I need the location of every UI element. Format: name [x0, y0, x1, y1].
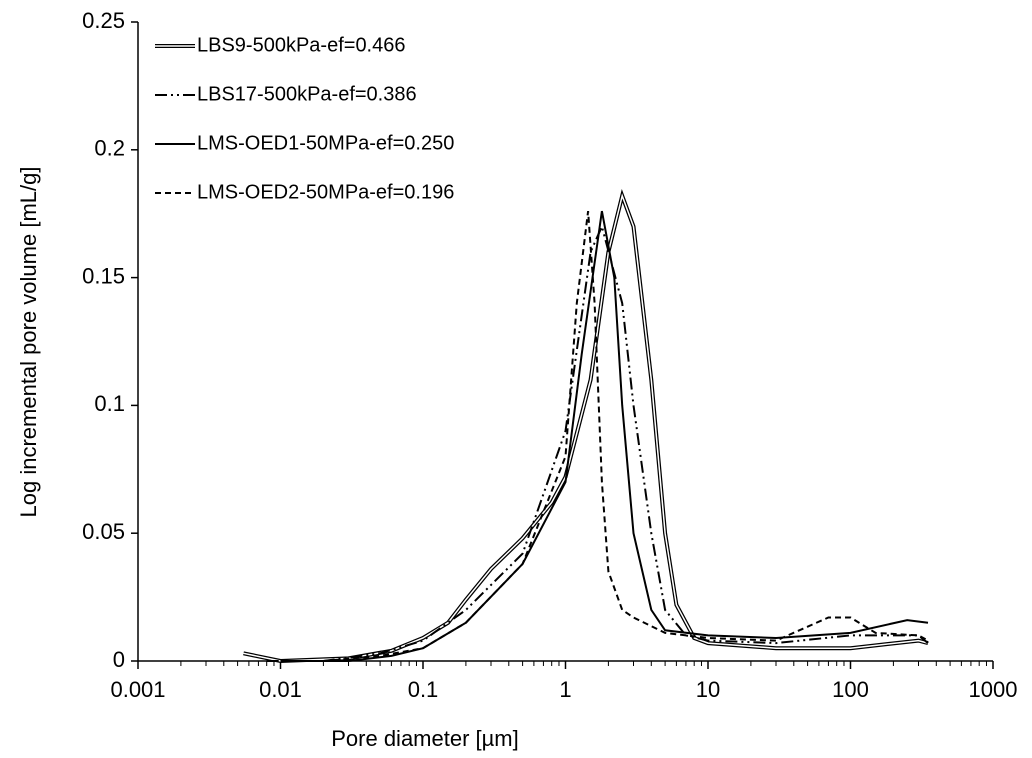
line	[323, 210, 929, 662]
y-axis-label: Log incremental pore volume [mL/g]	[16, 167, 41, 518]
y-tick-label: 0	[113, 647, 125, 672]
x-tick-label: 1000	[969, 677, 1018, 702]
x-tick-label: 100	[832, 677, 869, 702]
y-tick-label: 0.1	[94, 391, 125, 416]
y-tick-label: 0.15	[82, 263, 125, 288]
y-tick-label: 0.05	[82, 519, 125, 544]
x-tick-label: 10	[696, 677, 720, 702]
x-tick-label: 0.01	[259, 677, 302, 702]
x-tick-label: 0.1	[408, 677, 439, 702]
line	[266, 223, 929, 662]
y-tick-label: 0.2	[94, 136, 125, 161]
legend-label: LBS9-500kPa-ef=0.466	[197, 34, 406, 56]
legend-label: LMS-OED1-50MPa-ef=0.250	[197, 132, 454, 154]
x-tick-label: 1	[559, 677, 571, 702]
legend-label: LBS17-500kPa-ef=0.386	[197, 83, 417, 105]
x-tick-label: 0.001	[110, 677, 165, 702]
line	[243, 188, 929, 664]
y-tick-label: 0.25	[82, 8, 125, 33]
line-inner	[243, 193, 929, 662]
legend-label: LMS-OED2-50MPa-ef=0.196	[197, 181, 454, 203]
x-axis-label: Pore diameter [µm]	[331, 726, 519, 751]
